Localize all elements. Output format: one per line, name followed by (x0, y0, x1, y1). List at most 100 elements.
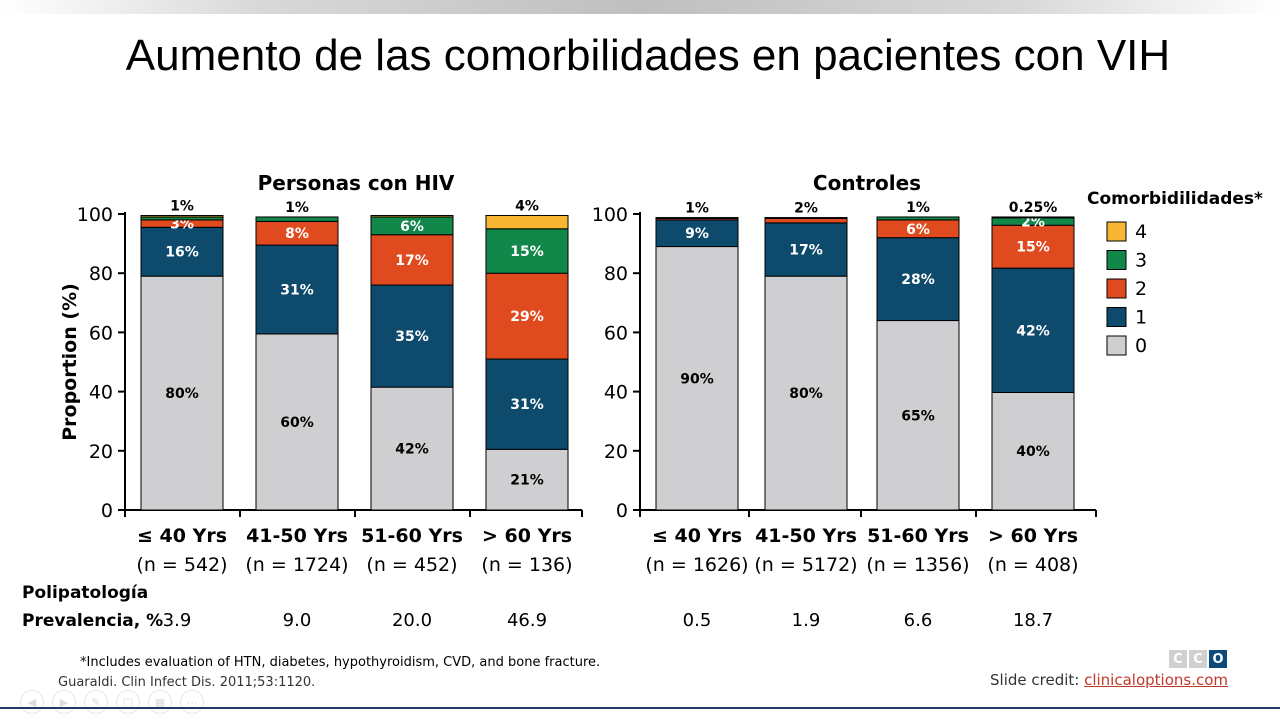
bar-segment (370, 214, 454, 218)
legend-swatch (1106, 221, 1127, 242)
bar-segment (655, 246, 739, 511)
bar-segment (485, 228, 569, 274)
bar-top-label: 2% (794, 201, 818, 217)
y-tick-label: 40 (604, 382, 628, 404)
bar-segment (876, 320, 960, 511)
bar-value-label: 15% (510, 244, 544, 260)
bar-value-label: 80% (789, 386, 823, 402)
x-category-label: 51-60 Yrs (867, 525, 969, 547)
panel-title: Personas con HIV (258, 171, 455, 195)
bar-segment (764, 217, 848, 224)
pen-icon[interactable]: ✎ (84, 690, 108, 714)
prevalence-value: 9.0 (283, 610, 312, 631)
y-tick-label: 0 (101, 500, 113, 522)
bar-value-label: 42% (1016, 323, 1050, 339)
y-tick-label: 60 (604, 322, 628, 344)
row-header-line2: Prevalencia, % (22, 611, 163, 631)
bar-top-label: 0.25% (1009, 200, 1058, 216)
slide-title: Aumento de las comorbilidades en pacient… (125, 31, 1171, 80)
footnote: *Includes evaluation of HTN, diabetes, h… (80, 655, 601, 670)
legend-label: 3 (1135, 250, 1147, 272)
y-tick-label: 60 (89, 322, 113, 344)
y-tick-label: 100 (592, 204, 628, 226)
bar-top-label: 1% (906, 200, 930, 216)
top-gradient-bar (0, 0, 1280, 14)
prevalence-value: 18.7 (1013, 610, 1053, 631)
bar-segment (876, 237, 960, 322)
credit-link[interactable]: clinicaloptions.com (1084, 671, 1229, 689)
x-category-label: ≤ 40 Yrs (652, 525, 742, 547)
x-category-label: 51-60 Yrs (361, 525, 463, 547)
bar-value-label: 60% (280, 415, 314, 431)
bar-value-label: 31% (280, 282, 314, 298)
save-icon[interactable]: □ (116, 690, 140, 714)
bar-segment (485, 448, 569, 511)
bar-segment (255, 216, 339, 222)
bar-value-label: 16% (165, 245, 199, 261)
slide-credit: Slide credit: clinicaloptions.com (990, 671, 1228, 689)
citation: Guaraldi. Clin Infect Dis. 2011;53:1120. (58, 675, 316, 690)
x-n-label: (n = 542) (136, 554, 227, 576)
x-category-label: > 60 Yrs (988, 525, 1078, 547)
logo-letter: C (1189, 650, 1207, 668)
bar-value-label: 80% (165, 386, 199, 402)
x-n-label: (n = 1724) (245, 554, 348, 576)
x-category-label: ≤ 40 Yrs (137, 525, 227, 547)
legend-swatch (1106, 335, 1127, 356)
bar-segment (764, 275, 848, 511)
prevalence-value: 3.9 (163, 610, 192, 631)
bar-segment (764, 217, 848, 219)
video-player-controls: ◀ ▶ ✎ □ ▦ ⋯ (0, 690, 280, 714)
x-n-label: (n = 136) (481, 554, 572, 576)
bar-value-label: 21% (510, 473, 544, 489)
bar-segment (991, 267, 1075, 393)
bar-segment (655, 217, 739, 219)
x-n-label: (n = 452) (366, 554, 457, 576)
bar-value-label: 17% (395, 253, 429, 269)
panel-title: Controles (813, 171, 921, 195)
x-n-label: (n = 408) (987, 554, 1078, 576)
credit-prefix: Slide credit: (990, 671, 1085, 689)
x-n-label: (n = 5172) (754, 554, 857, 576)
x-n-label: (n = 1626) (645, 554, 748, 576)
bar-value-label: 28% (901, 272, 935, 288)
next-icon[interactable]: ▶ (52, 690, 76, 714)
bar-value-label: 65% (901, 408, 935, 424)
legend-swatch (1106, 278, 1127, 299)
bar-value-label: 17% (789, 243, 823, 259)
bar-top-label: 4% (515, 198, 539, 214)
more-icon[interactable]: ⋯ (180, 690, 204, 714)
logo-letter: O (1209, 650, 1227, 668)
bar-top-label: 1% (285, 200, 309, 216)
bar-value-label: 6% (400, 219, 424, 235)
legend-label: 0 (1135, 335, 1147, 357)
bar-segment (370, 284, 454, 388)
bar-value-label: 42% (395, 442, 429, 458)
prev-icon[interactable]: ◀ (20, 690, 44, 714)
bar-value-label: 2% (1021, 215, 1045, 231)
bar-segment (140, 214, 224, 218)
bar-segment (991, 391, 1075, 511)
bar-segment (991, 216, 1075, 219)
y-tick-label: 100 (77, 204, 113, 226)
grid-icon[interactable]: ▦ (148, 690, 172, 714)
bar-value-label: 8% (285, 226, 309, 242)
bar-segment (764, 222, 848, 277)
y-tick-label: 0 (616, 500, 628, 522)
prevalence-value: 6.6 (904, 610, 933, 631)
y-tick-label: 80 (89, 263, 113, 285)
cco-logo: C C O (1169, 650, 1227, 668)
prevalence-value: 0.5 (683, 610, 712, 631)
y-tick-label: 20 (89, 441, 113, 463)
bar-top-label: 1% (685, 201, 709, 217)
bar-segment (876, 216, 960, 221)
bottom-divider (0, 707, 1280, 709)
bar-value-label: 15% (1016, 240, 1050, 256)
y-tick-label: 40 (89, 382, 113, 404)
y-tick-label: 80 (604, 263, 628, 285)
bar-segment (485, 272, 569, 360)
legend-swatch (1106, 250, 1127, 270)
bar-value-label: 90% (680, 371, 714, 387)
y-tick-label: 20 (604, 441, 628, 463)
